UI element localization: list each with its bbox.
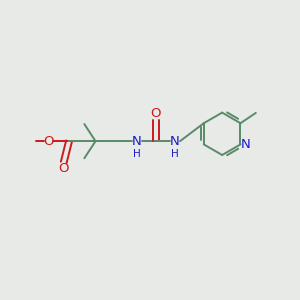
Text: O: O xyxy=(43,135,54,148)
Text: O: O xyxy=(58,162,69,175)
Text: O: O xyxy=(151,107,161,120)
Text: N: N xyxy=(170,135,180,148)
Text: H: H xyxy=(133,148,141,158)
Text: N: N xyxy=(132,135,142,148)
Text: N: N xyxy=(241,138,251,151)
Text: H: H xyxy=(171,148,179,158)
